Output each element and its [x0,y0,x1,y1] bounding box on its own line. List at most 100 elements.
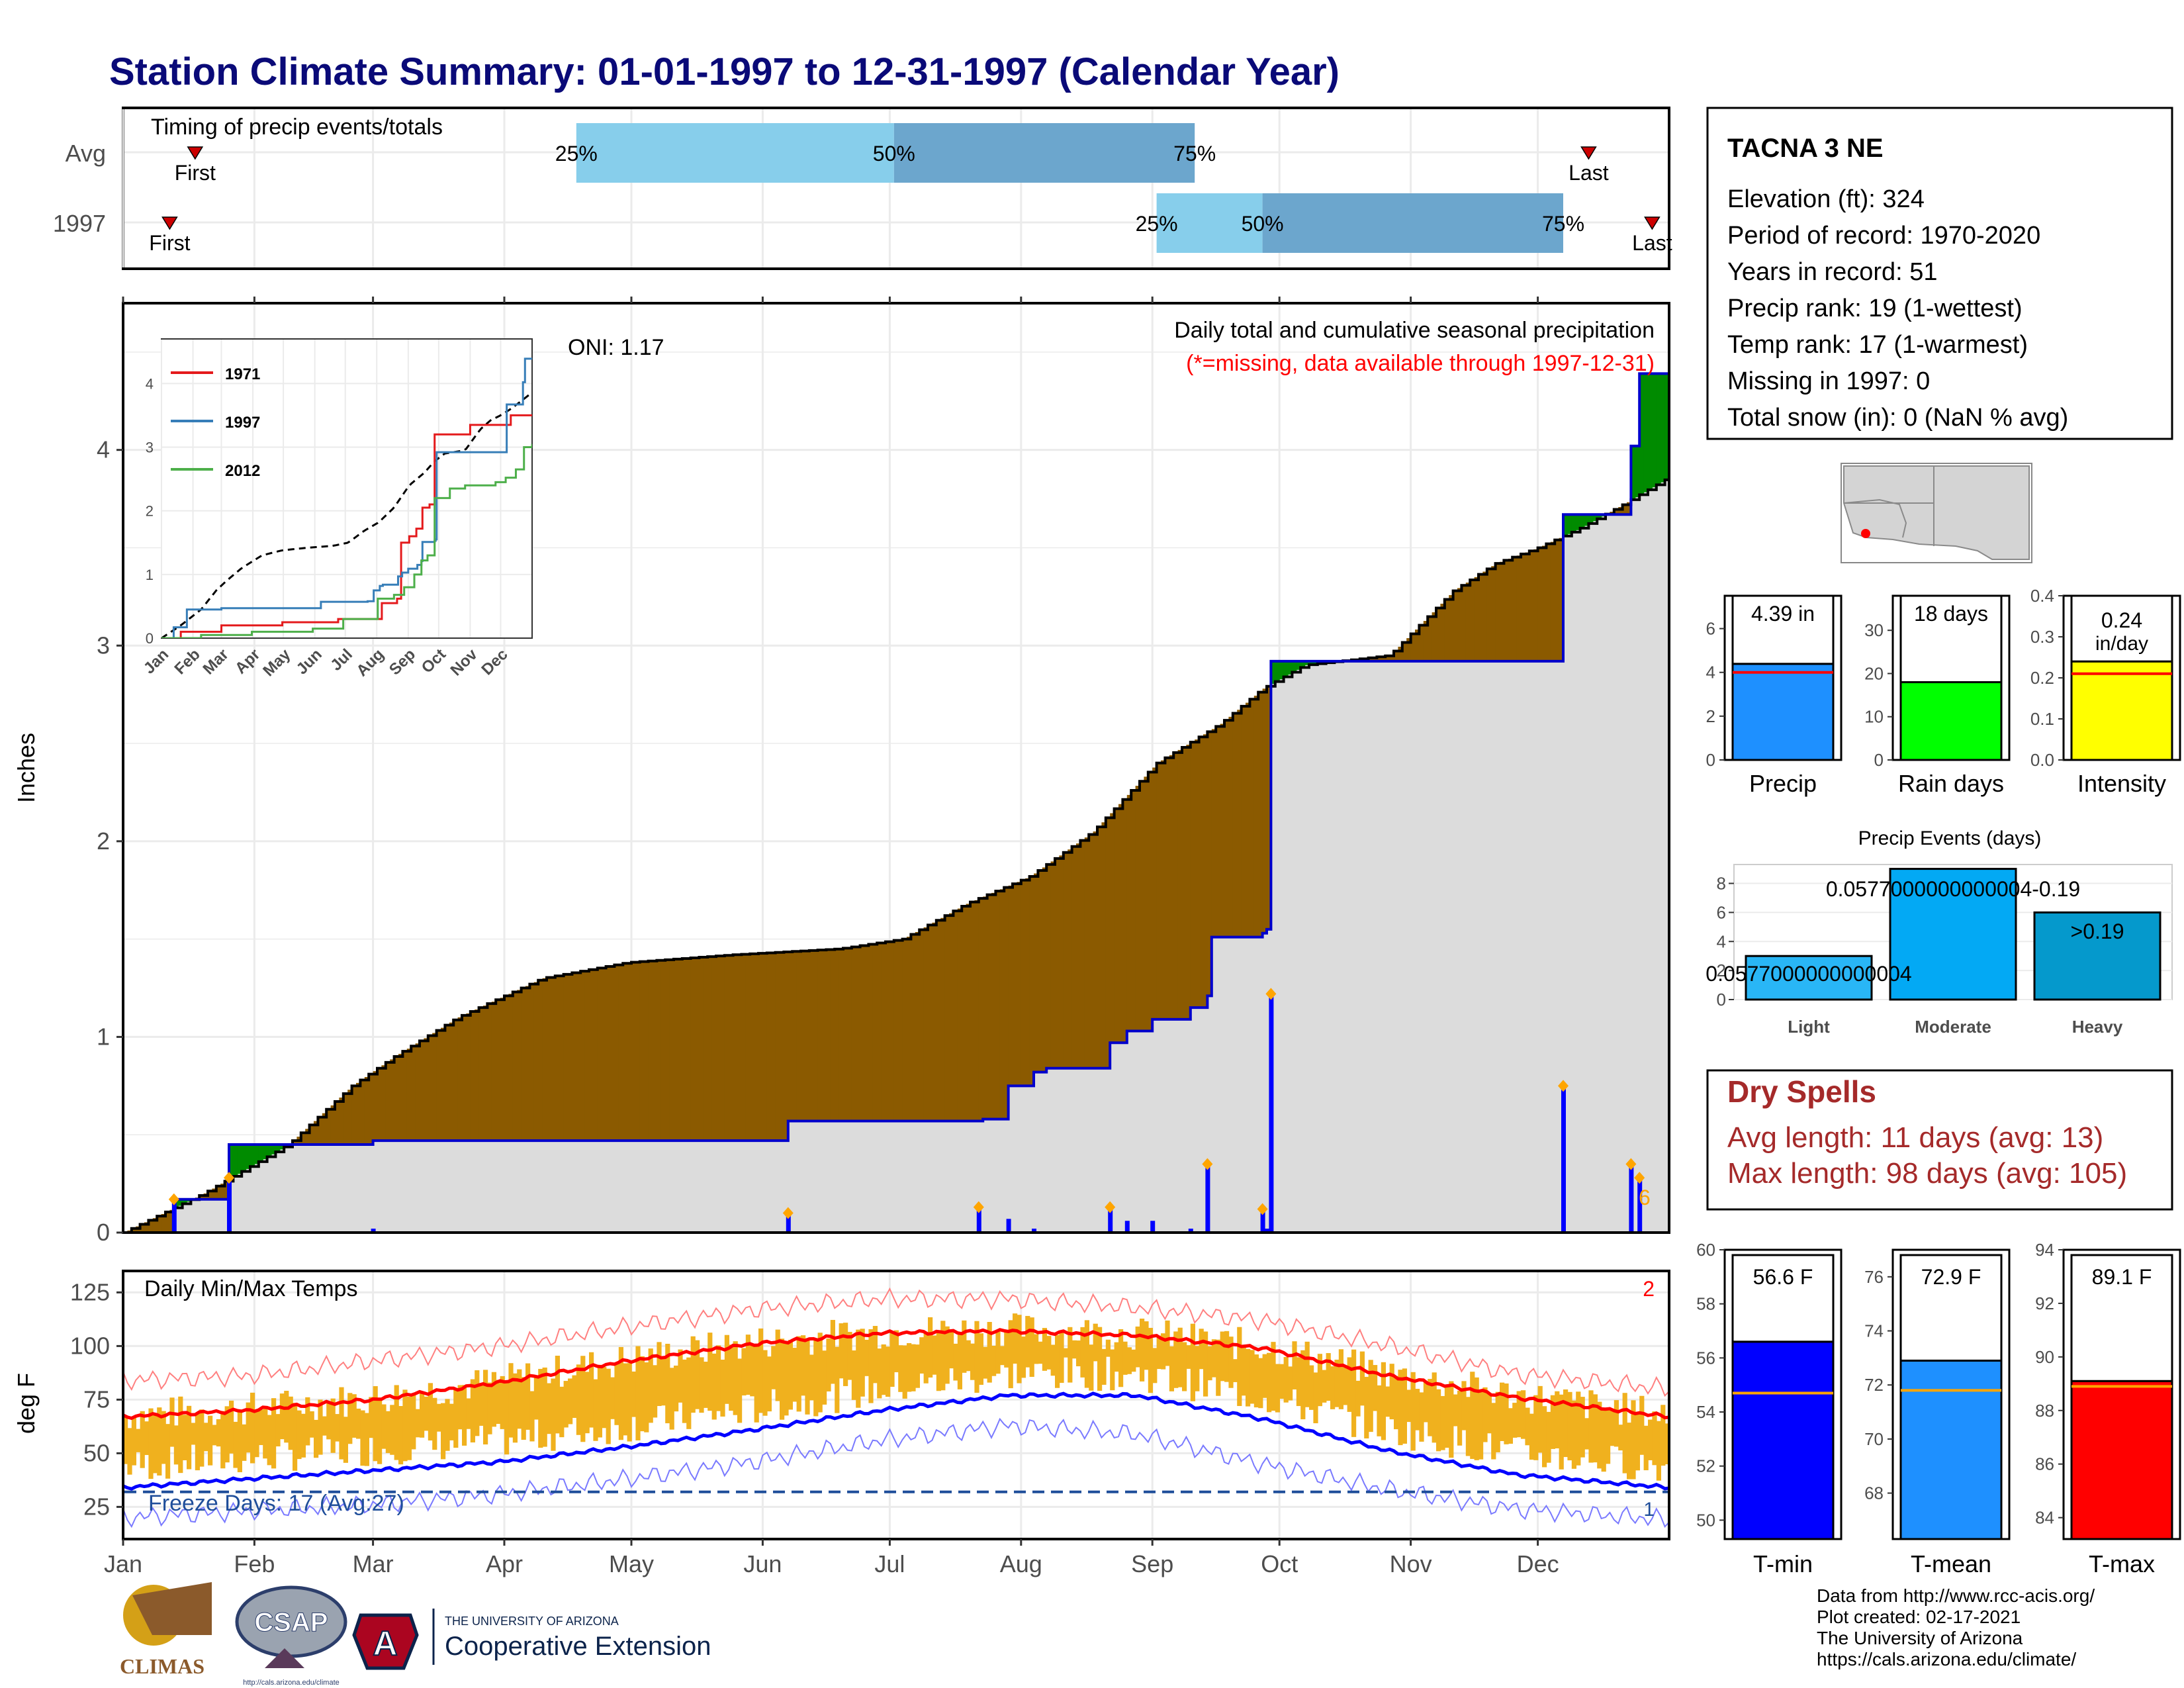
daily-temp-bar [1025,1315,1030,1368]
deficit-slice [314,1121,318,1145]
daily-temp-bar [856,1329,861,1408]
daily-temp-bar [1377,1385,1382,1436]
daily-temp-bar [1546,1411,1551,1463]
daily-temp-bar [665,1344,670,1424]
precip-ytick-label: 4 [97,436,110,463]
deficit-slice [983,896,988,1119]
deficit-slice [1542,545,1547,661]
daily-temp-bar [584,1372,590,1434]
daily-precip-bar [1124,1221,1130,1233]
daily-temp-bar [1313,1372,1318,1424]
deficit-slice [919,929,925,1121]
daily-temp-bar [533,1376,539,1420]
deficit-slice [1512,557,1518,661]
daily-temp-bar [1330,1366,1336,1409]
daily-temp-bar [606,1368,611,1444]
temp-summary-label-box [1731,1254,1835,1343]
daily-temp-bar [369,1397,374,1438]
daily-temp-bar [1177,1327,1183,1387]
daily-temp-bar [559,1386,565,1438]
deficit-slice [1093,831,1098,1068]
temp-summary-ytick-label: 94 [2035,1240,2054,1260]
deficit-slice [1080,840,1085,1068]
daily-precip-bar [1006,1219,1011,1233]
deficit-slice [517,990,522,1141]
daily-temp-bar [733,1341,738,1415]
deficit-slice [161,1213,166,1233]
daily-temp-bar [762,1350,768,1416]
surplus-slice [182,1199,187,1204]
station-elevation: Elevation (ft): 324 [1727,185,1925,213]
daily-temp-bar [729,1344,734,1411]
surplus-slice [1588,514,1594,524]
daily-temp-bar [1389,1364,1394,1420]
daily-temp-bar [843,1323,848,1386]
daily-temp-bar [957,1333,962,1389]
daily-temp-bar [1068,1327,1073,1383]
deficit-slice [771,953,776,1141]
summary-ytick-label: 6 [1706,619,1715,639]
daily-temp-bar [1559,1394,1564,1470]
surplus-slice [258,1144,263,1162]
daily-temp-bar [1118,1329,1124,1387]
deficit-slice [1449,595,1454,661]
deficit-slice [953,911,958,1121]
summary-bar-label: Precip [1749,770,1817,797]
deficit-slice [889,941,895,1121]
deficit-slice [1190,742,1195,1008]
deficit-slice [466,1013,471,1141]
temp-summary-ytick-label: 92 [2035,1293,2054,1313]
daily-temp-bar [699,1357,704,1413]
daily-temp-bar [1267,1352,1272,1413]
deficit-slice [1415,630,1420,661]
daily-temp-bar [436,1403,441,1432]
deficit-slice [822,949,827,1121]
surplus-slice [279,1144,285,1150]
daily-temp-bar [1046,1336,1052,1370]
temps-panel: 25 50 75 100 125 Jan Feb Mar Apr May Jun Jul Aug Sep O… [13,1270,1670,1577]
surplus-slice [242,1144,247,1172]
daily-temp-bar [1373,1365,1378,1411]
daily-temp-bar [962,1320,967,1373]
average-cumulative-line [123,478,1669,1233]
daily-temp-bar [648,1348,653,1423]
temp-summary-ytick-label: 90 [2035,1347,2054,1367]
summary-ytick-label: 0.1 [2030,709,2054,729]
daily-temp-bar [1351,1349,1357,1437]
daily-temp-bar [475,1370,480,1436]
deficit-slice [851,947,856,1121]
daily-temp-bar [1508,1408,1513,1444]
daily-temp-bar [457,1385,463,1430]
events-bar-light-text: 0.0577000000000004 [1706,962,1911,986]
daily-temp-bar [254,1410,259,1458]
surplus-slice [1576,514,1581,530]
deficit-slice [432,1033,437,1141]
summary-ytick-label: 0.3 [2030,627,2054,647]
surplus-slice [246,1144,251,1169]
daily-temp-bar [1610,1408,1615,1446]
surplus-slice [1635,445,1640,498]
daily-precip-bar [371,1229,376,1233]
deficit-slice [716,956,721,1141]
csap-logo-url: http://cals.arizona.edu/climate [243,1679,340,1687]
daily-temp-bar [1258,1358,1263,1409]
station-years: Years in record: 51 [1727,258,1938,286]
daily-precip-bar [1561,1086,1566,1233]
daily-temp-bar [127,1428,132,1475]
deficit-slice [826,949,831,1121]
deficit-slice [1038,870,1043,1072]
deficit-slice [932,922,937,1121]
daily-temp-bar [1304,1341,1310,1407]
deficit-slice [868,944,874,1121]
daily-temp-bar [1648,1419,1653,1460]
daily-temp-bar [402,1389,408,1462]
daily-temp-bar [216,1419,221,1447]
daily-temp-bar [208,1415,213,1466]
deficit-slice [521,988,526,1141]
deficit-slice [762,953,768,1141]
precip-events-panel: Precip Events (days) 0 2 4 6 8 Light Moderate H… [1706,827,2173,1037]
daily-temp-bar [1071,1340,1077,1359]
oni-value: ONI: 1.17 [568,335,664,360]
deficit-slice [690,958,696,1141]
daily-precip-marker [1558,1080,1569,1092]
